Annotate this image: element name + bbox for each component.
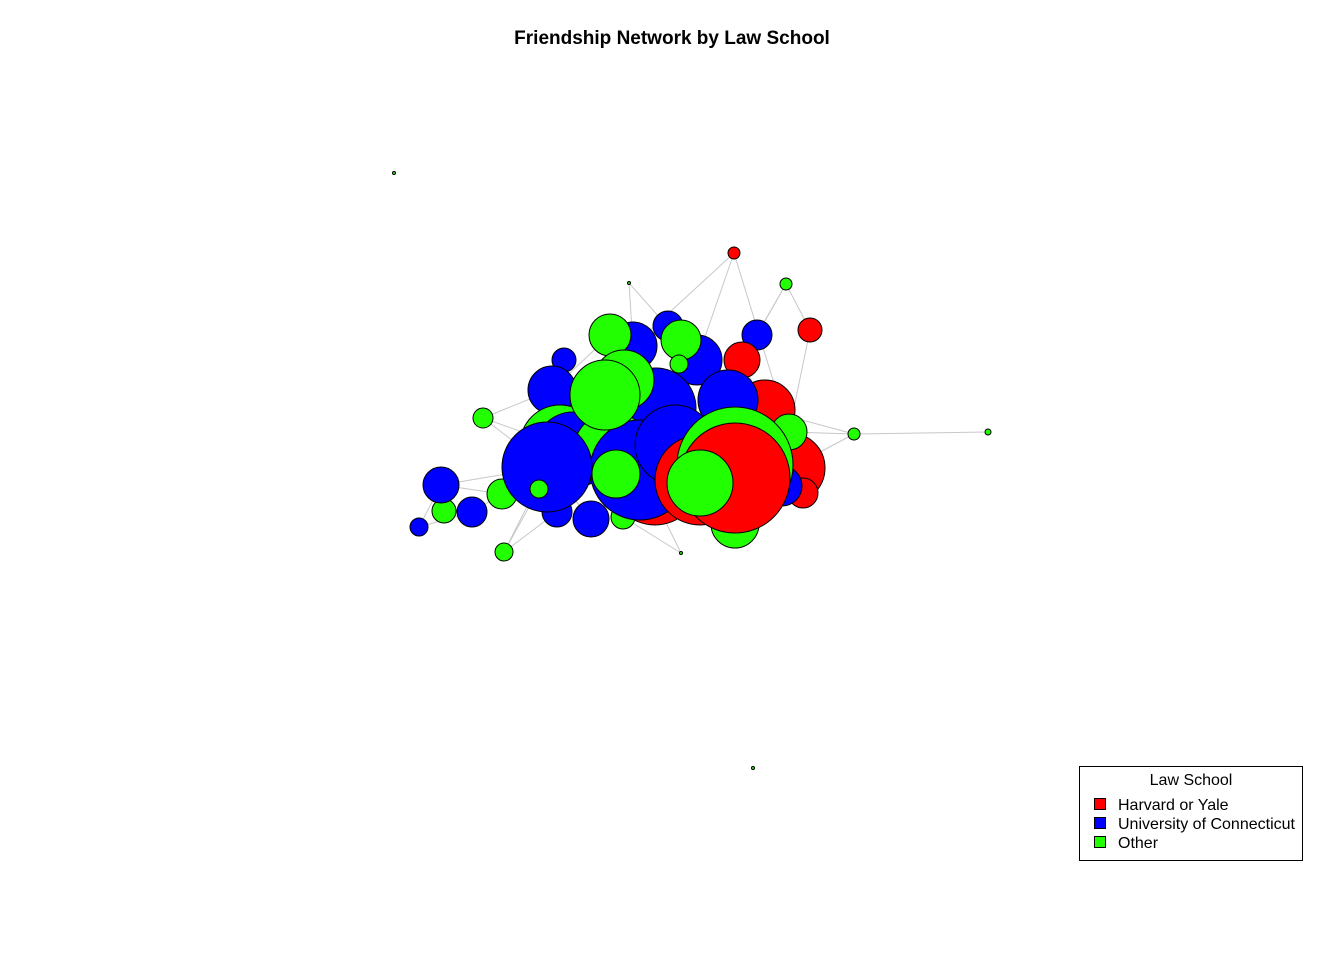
chart-title: Friendship Network by Law School (514, 28, 830, 49)
network-node-other (591, 449, 641, 499)
legend-label-other: Other (1118, 835, 1159, 852)
network-node-other (494, 542, 514, 562)
network-node-other (569, 359, 641, 431)
network-node-harvard-yale (797, 317, 823, 343)
legend-swatch-other (1094, 835, 1106, 848)
network-node-other (669, 354, 689, 374)
legend: Law School Harvard or Yale University of… (1079, 766, 1303, 861)
legend-entry-other: Other (1094, 834, 1158, 853)
legend-label-uconn: University of Connecticut (1118, 816, 1295, 833)
network-node-harvard-yale (727, 246, 741, 260)
network-node-uconn (572, 500, 610, 538)
network-node-other (472, 407, 494, 429)
legend-title: Law School (1149, 772, 1233, 789)
legend-swatch-uconn (1094, 816, 1106, 829)
network-node-other (529, 479, 549, 499)
network-node-uconn (422, 466, 460, 504)
network-node-other (779, 277, 793, 291)
legend-label-harvard-yale: Harvard or Yale (1118, 797, 1229, 814)
network-node-other (392, 171, 396, 175)
network-node-other (666, 449, 734, 517)
legend-swatch-harvard-yale (1094, 797, 1106, 810)
legend-entry-harvard-yale: Harvard or Yale (1094, 796, 1229, 815)
legend-entry-uconn: University of Connecticut (1094, 815, 1295, 834)
network-node-other (679, 551, 683, 555)
network-node-uconn (409, 517, 429, 537)
network-node-other (847, 427, 861, 441)
network-node-other (660, 319, 702, 361)
nodes (392, 171, 992, 770)
network-edge (853, 431, 989, 435)
network-node-other (751, 766, 755, 770)
network-node-other (984, 428, 992, 436)
network-node-other (627, 281, 631, 285)
network-node-uconn (501, 421, 593, 513)
network-node-uconn (456, 496, 488, 528)
